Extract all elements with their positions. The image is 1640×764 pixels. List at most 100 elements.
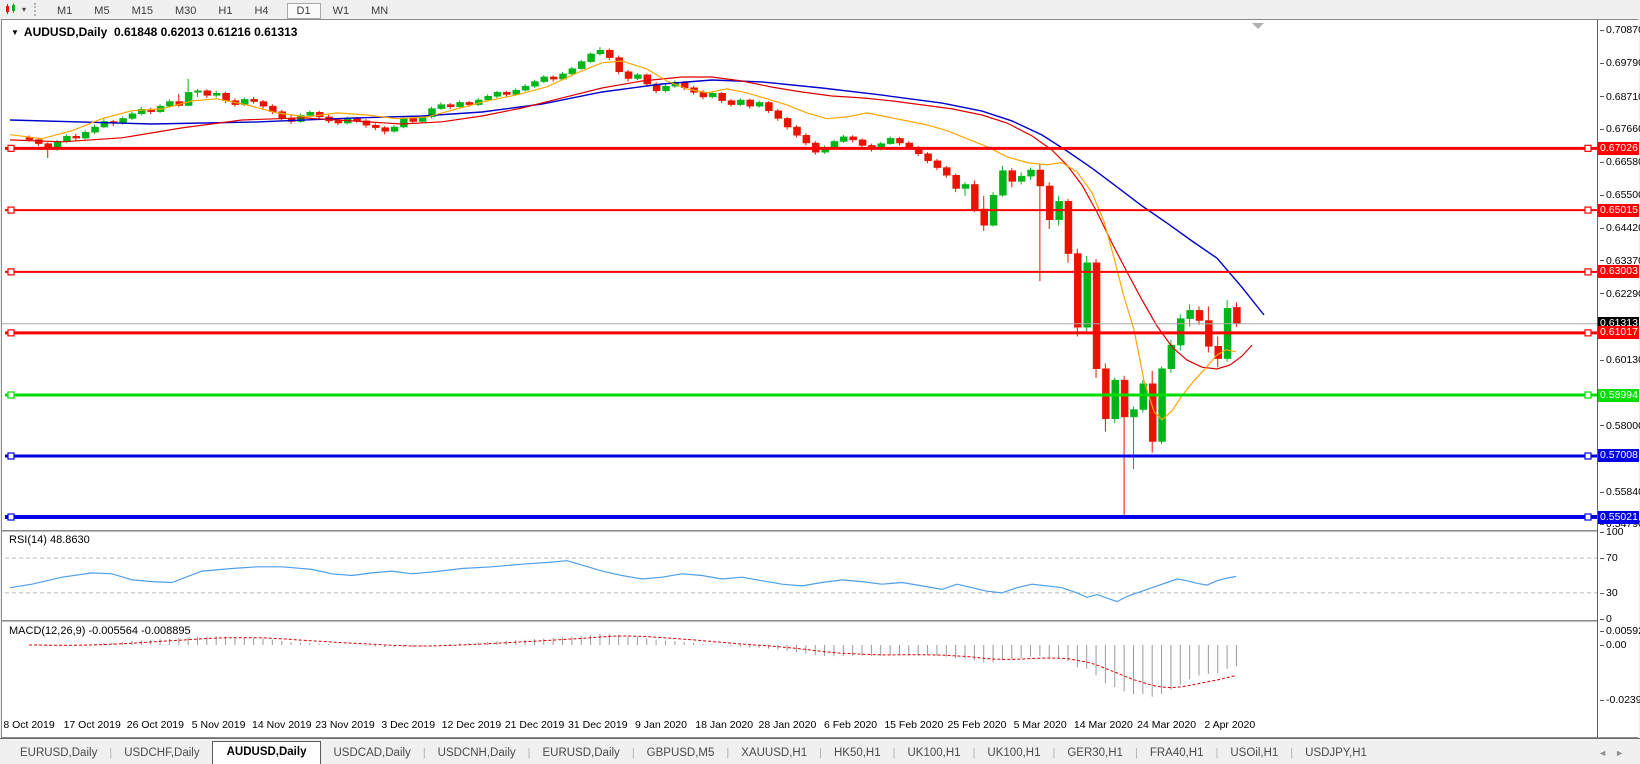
- tab-usoil-h1[interactable]: USOil,H1: [1230, 747, 1279, 759]
- candle-body: [549, 76, 558, 80]
- rsi-axis-tick: 0: [1600, 613, 1612, 625]
- date-tick: 24 Mar 2020: [1137, 719, 1197, 731]
- date-tick: 9 Jan 2020: [635, 719, 687, 731]
- candle-body: [709, 92, 717, 98]
- tab-audusd-daily[interactable]: AUDUSD,Daily: [211, 741, 322, 764]
- line-handle: [7, 206, 15, 214]
- candle-body: [961, 184, 970, 189]
- price-chart-canvas[interactable]: [2, 20, 1597, 714]
- candle-body: [400, 118, 408, 128]
- rsi-axis-tick: 70: [1600, 552, 1618, 564]
- date-tick: 28 Jan 2020: [758, 719, 817, 731]
- chart-shift-marker-icon: [1252, 23, 1264, 29]
- tab-usdjpy-h1[interactable]: USDJPY,H1: [1305, 747, 1367, 759]
- tab-gbpusd-m5[interactable]: GBPUSD,M5: [646, 747, 715, 759]
- date-tick: 6 Feb 2020: [824, 719, 878, 731]
- rsi-line: [9, 560, 1237, 603]
- tab-ger30-h1[interactable]: GER30,H1: [1067, 747, 1123, 759]
- candle-body: [465, 102, 474, 105]
- tab-usdcad-daily[interactable]: USDCAD,Daily: [333, 747, 411, 759]
- rsi-axis-tick: 30: [1600, 587, 1618, 599]
- candle-body: [446, 104, 455, 108]
- pane-separator: [2, 531, 1597, 533]
- line-price-label: 0.57008: [1598, 449, 1639, 463]
- line-handle: [1584, 144, 1592, 152]
- timeframe-button-h4[interactable]: H4: [244, 3, 278, 19]
- tab-scroll-right-icon[interactable]: ►: [1615, 748, 1632, 758]
- tab-uk100-h1[interactable]: UK100,H1: [987, 747, 1041, 759]
- date-tick: 15 Feb 2020: [884, 719, 944, 731]
- tab-separator: |: [1215, 747, 1219, 759]
- time-axis[interactable]: 8 Oct 2019 17 Oct 2019 26 Oct 2019 5 Nov 20…: [2, 714, 1597, 737]
- tab-separator: |: [819, 747, 822, 759]
- candle-body: [615, 57, 623, 72]
- line-handle: [7, 513, 15, 521]
- date-tick: 3 Dec 2019: [381, 719, 436, 731]
- candle-body: [81, 131, 90, 139]
- timeframe-buttons: M1 M5 M15 M30 H1 H4 D1 W1 MN: [46, 1, 405, 19]
- date-tick: 14 Mar 2020: [1073, 719, 1133, 731]
- tab-separator: |: [1052, 747, 1056, 759]
- tab-usdcnh-daily[interactable]: USDCNH,Daily: [437, 747, 516, 759]
- date-tick: 12 Dec 2019: [441, 719, 502, 731]
- toolbar-grip-handle[interactable]: [34, 3, 39, 16]
- chart-window: ▼ AUDUSD,Daily 0.61848 0.62013 0.61216 0.…: [1, 19, 1640, 738]
- date-tick: 17 Oct 2019: [63, 719, 121, 731]
- timeframe-button-mn[interactable]: MN: [361, 3, 398, 19]
- timeframe-button-m30[interactable]: M30: [165, 3, 206, 19]
- tab-separator: |: [422, 747, 426, 759]
- tab-xauusd-h1[interactable]: XAUUSD,H1: [741, 747, 808, 759]
- timeframe-button-d1[interactable]: D1: [286, 2, 321, 19]
- collapse-arrow-icon[interactable]: ▼: [11, 28, 19, 37]
- candle-body: [933, 160, 942, 168]
- chart-type-dropdown-icon[interactable]: ▾: [22, 5, 27, 14]
- timeframe-button-m5[interactable]: M5: [84, 3, 119, 19]
- line-handle: [1584, 391, 1592, 399]
- candle-body: [1120, 379, 1129, 418]
- candle-body: [624, 71, 633, 79]
- tab-eurusd-daily[interactable]: EURUSD,Daily: [20, 747, 98, 759]
- candle-body: [1233, 307, 1241, 325]
- ma-fast-orange: [9, 60, 1237, 421]
- timeframe-button-m15[interactable]: M15: [122, 3, 163, 19]
- candle-body: [503, 92, 511, 95]
- candle-body: [194, 90, 202, 93]
- tab-hk50-h1[interactable]: HK50,H1: [833, 747, 881, 759]
- timeframe-button-h1[interactable]: H1: [208, 3, 242, 19]
- candle-body: [1092, 262, 1101, 369]
- tab-eurusd-daily[interactable]: EURUSD,Daily: [542, 747, 620, 759]
- candle-body: [718, 92, 726, 101]
- candle-body: [1111, 379, 1120, 420]
- date-tick: 14 Nov 2019: [252, 719, 312, 731]
- rsi-axis-tick: 100: [1600, 526, 1624, 538]
- timeframe-button-m1[interactable]: M1: [47, 3, 82, 19]
- line-handle: [7, 391, 15, 399]
- candle-body: [222, 92, 230, 101]
- candle-body: [63, 135, 71, 142]
- tab-usdchf-daily[interactable]: USDCHF,Daily: [124, 747, 200, 759]
- candle-body: [1130, 409, 1138, 418]
- macd-indicator-label: MACD(12,26,9) -0.005564 -0.008895: [9, 625, 191, 637]
- macd-axis-tick: -0.023944: [1600, 694, 1640, 706]
- timeframe-button-w1[interactable]: W1: [323, 3, 360, 19]
- tab-fra40-h1[interactable]: FRA40,H1: [1149, 747, 1204, 759]
- tab-uk100-h1[interactable]: UK100,H1: [907, 747, 961, 759]
- candle-body: [72, 135, 81, 139]
- chart-type-icon[interactable]: [3, 2, 21, 17]
- candle-body: [596, 49, 605, 55]
- chart-tabs: EURUSD,Daily | USDCHF,Daily AUDUSD,Daily USD…: [8, 740, 1379, 764]
- candle-body: [774, 110, 783, 119]
- candle-body: [128, 113, 137, 119]
- line-handle: [7, 452, 15, 460]
- candle-body: [830, 141, 839, 148]
- tab-scroll-left-icon[interactable]: ◄: [1598, 748, 1616, 758]
- candle-body: [971, 184, 979, 210]
- line-price-label: 0.55021: [1598, 510, 1639, 524]
